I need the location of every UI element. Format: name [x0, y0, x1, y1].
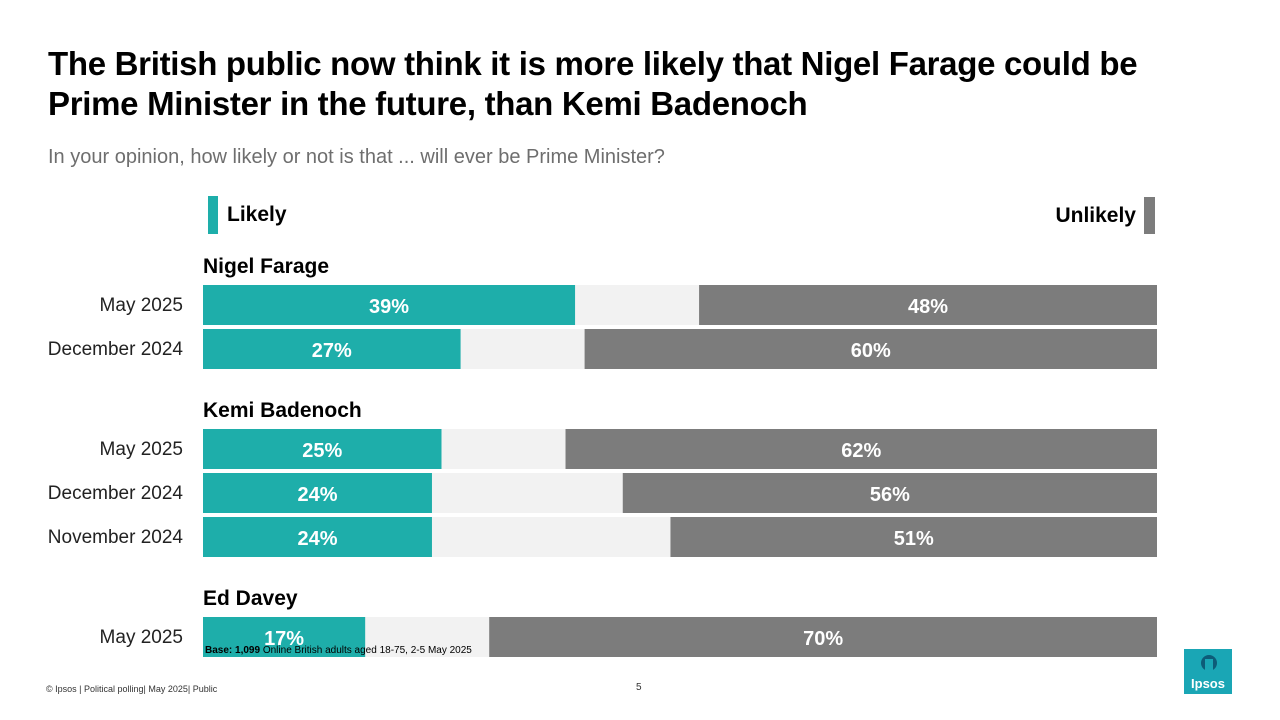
base-note: Base: 1,099 Online British adults aged 1…	[205, 645, 472, 656]
data-label-likely: 39%	[369, 296, 409, 318]
data-label-unlikely: 56%	[870, 484, 910, 506]
bar-unlikely	[699, 285, 1157, 325]
data-label-unlikely: 62%	[841, 440, 881, 462]
data-label-likely: 24%	[297, 528, 337, 550]
base-note-label: Base:	[205, 645, 233, 656]
bar-likely	[203, 473, 432, 513]
data-label-unlikely: 51%	[894, 528, 934, 550]
legend-unlikely-label: Unlikely	[1055, 203, 1136, 227]
bar-likely	[203, 617, 366, 657]
legend-likely-swatch	[208, 196, 218, 234]
data-label-unlikely: 48%	[908, 296, 948, 318]
page-title: The British public now think it is more …	[48, 45, 1138, 122]
legend-unlikely: Unlikely	[1055, 197, 1155, 234]
page-number: 5	[636, 682, 642, 693]
group-label: Ed Davey	[203, 587, 298, 610]
bar-likely	[203, 329, 461, 369]
bar-unlikely	[670, 517, 1157, 557]
base-note-text: Online British adults aged 18-75, 2-5 Ma…	[262, 645, 472, 656]
data-label-likely: 25%	[302, 440, 342, 462]
data-label-likely: 17%	[264, 628, 304, 650]
row-label: December 2024	[48, 339, 184, 360]
data-label-likely: 27%	[312, 340, 352, 362]
logo-mark-icon	[1201, 655, 1217, 673]
group-label: Kemi Badenoch	[203, 399, 362, 422]
ipsos-logo-icon: Ipsos	[1184, 649, 1232, 694]
legend-likely: Likely	[208, 196, 287, 234]
row-label: May 2025	[100, 627, 183, 648]
chart-subtitle: In your opinion, how likely or not is th…	[48, 146, 665, 168]
legend-unlikely-swatch	[1144, 197, 1155, 234]
bar-likely	[203, 429, 442, 469]
data-label-unlikely: 60%	[851, 340, 891, 362]
row-label: December 2024	[48, 483, 184, 504]
data-label-unlikely: 70%	[803, 628, 843, 650]
bar-unlikely	[622, 473, 1157, 513]
data-label-likely: 24%	[297, 484, 337, 506]
row-label: November 2024	[48, 527, 184, 548]
bar-likely	[203, 285, 576, 325]
logo-text: Ipsos	[1191, 676, 1225, 691]
footer-text: © Ipsos | Political polling| May 2025| P…	[46, 684, 218, 694]
row-label: May 2025	[100, 439, 183, 460]
base-note-count: 1,099	[235, 645, 261, 656]
row-label: May 2025	[100, 295, 183, 316]
legend-likely-label: Likely	[227, 203, 287, 226]
bar-unlikely	[584, 329, 1157, 369]
group-label: Nigel Farage	[203, 255, 329, 278]
bar-unlikely	[489, 617, 1157, 657]
bar-likely	[203, 517, 432, 557]
bar-unlikely	[565, 429, 1157, 469]
